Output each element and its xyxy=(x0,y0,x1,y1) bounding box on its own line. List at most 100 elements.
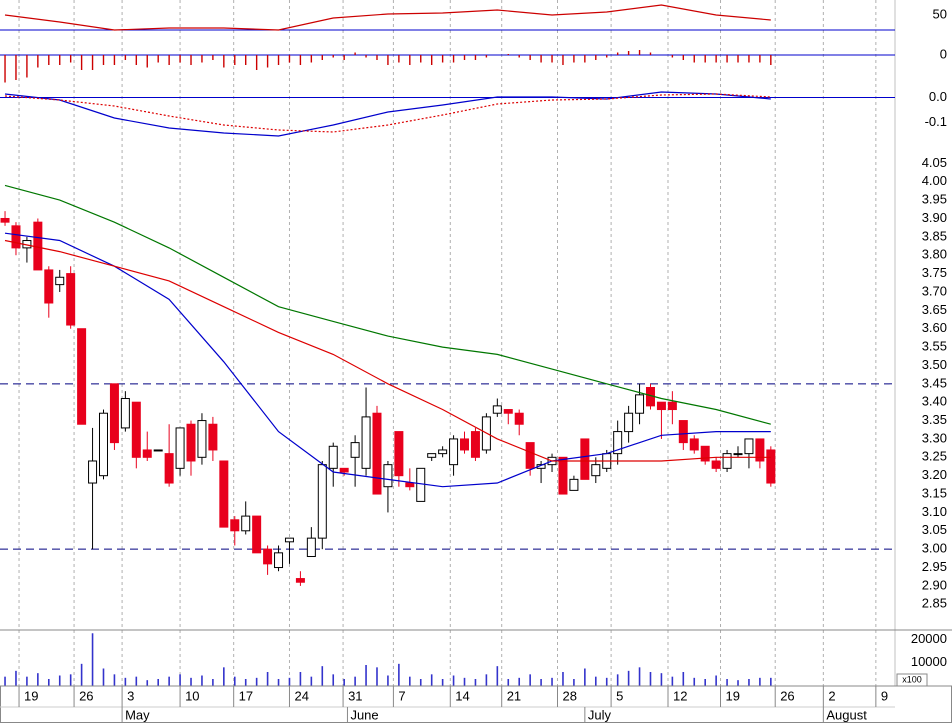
bar xyxy=(255,55,258,70)
bar xyxy=(704,679,706,686)
bar xyxy=(157,55,159,63)
candle-body xyxy=(295,578,305,583)
bar xyxy=(4,55,6,83)
bar xyxy=(485,674,488,686)
bar xyxy=(540,55,542,63)
bar xyxy=(255,677,258,686)
bar xyxy=(332,55,334,58)
bar xyxy=(387,675,389,686)
y-tick-label: 3.15 xyxy=(922,485,947,500)
bar xyxy=(376,55,378,60)
bar xyxy=(398,663,400,686)
bar xyxy=(80,663,83,686)
bar xyxy=(573,679,575,686)
y-tick-label: 50 xyxy=(933,6,947,21)
y-tick-label: 3.20 xyxy=(922,467,947,482)
candle-body xyxy=(252,515,262,554)
x-tick-label: 26 xyxy=(780,688,794,703)
y-tick-label: 3.25 xyxy=(922,449,947,464)
bar xyxy=(398,55,400,63)
candle-body xyxy=(131,401,141,458)
bar xyxy=(551,677,553,686)
bar xyxy=(430,674,433,686)
candle-body xyxy=(350,442,360,458)
bar xyxy=(507,679,510,686)
candle-body xyxy=(372,412,382,495)
bar xyxy=(529,55,531,60)
month-label: August xyxy=(826,707,867,722)
bar xyxy=(474,679,477,686)
candle-body xyxy=(44,269,54,304)
bar xyxy=(409,55,411,65)
bar xyxy=(146,55,148,68)
bar xyxy=(518,677,521,686)
candle-body xyxy=(744,438,754,455)
x-tick-label: 3 xyxy=(127,688,134,703)
indicator-line xyxy=(4,4,771,31)
bar xyxy=(638,667,641,686)
candle-body xyxy=(470,431,480,458)
bar xyxy=(168,676,170,686)
x-tick-label: 12 xyxy=(673,688,687,703)
candle-body xyxy=(11,225,21,249)
candle-body xyxy=(427,453,437,458)
bar xyxy=(113,55,116,65)
bar xyxy=(223,667,225,686)
x-tick-label: 21 xyxy=(507,688,521,703)
bar xyxy=(135,55,138,65)
candle-body xyxy=(66,273,76,326)
bar xyxy=(91,633,94,686)
bar xyxy=(234,55,236,65)
bar xyxy=(616,674,619,686)
indicator-line xyxy=(4,93,771,133)
candle-body xyxy=(361,416,371,469)
bar xyxy=(748,679,750,686)
bar xyxy=(310,676,313,686)
bar xyxy=(245,55,247,65)
y-tick-label: 3.65 xyxy=(922,302,947,317)
bar xyxy=(47,679,50,686)
bar xyxy=(496,666,499,686)
y-tick-label: 3.55 xyxy=(922,339,947,354)
bar xyxy=(518,55,520,58)
candle-body xyxy=(339,467,349,473)
candle-body xyxy=(624,412,634,433)
bar xyxy=(244,679,247,686)
bar xyxy=(463,677,466,686)
indicator-line xyxy=(4,239,771,462)
bar xyxy=(660,673,663,686)
candle-body xyxy=(438,449,448,455)
bar xyxy=(540,679,542,686)
candle-body xyxy=(613,431,623,455)
candle-body xyxy=(656,401,666,411)
bar xyxy=(124,55,127,60)
bar xyxy=(332,674,335,686)
y-tick-label: 3.10 xyxy=(922,504,947,519)
bar xyxy=(419,679,422,686)
y-tick-label: 3.50 xyxy=(922,357,947,372)
x-tick-label: 24 xyxy=(294,688,308,703)
indicator-line xyxy=(4,91,771,137)
bar xyxy=(584,55,586,63)
bar xyxy=(365,55,367,58)
bar xyxy=(704,55,706,63)
bar xyxy=(452,55,455,63)
bar xyxy=(310,55,313,63)
y-tick-label: 0 xyxy=(940,46,947,61)
bar xyxy=(463,55,466,60)
bar xyxy=(102,55,105,65)
bar xyxy=(474,55,477,60)
bar xyxy=(288,677,291,686)
bar xyxy=(223,55,225,68)
bar xyxy=(343,679,345,686)
y-tick-label: 20000 xyxy=(911,631,947,646)
bar xyxy=(69,674,72,686)
candle-body xyxy=(197,420,207,458)
bar xyxy=(233,676,236,686)
candle-body xyxy=(503,409,513,414)
bar xyxy=(693,677,696,686)
candle-body xyxy=(77,328,87,425)
month-label: June xyxy=(350,707,378,722)
bar xyxy=(671,676,674,686)
candle-body xyxy=(405,482,415,488)
